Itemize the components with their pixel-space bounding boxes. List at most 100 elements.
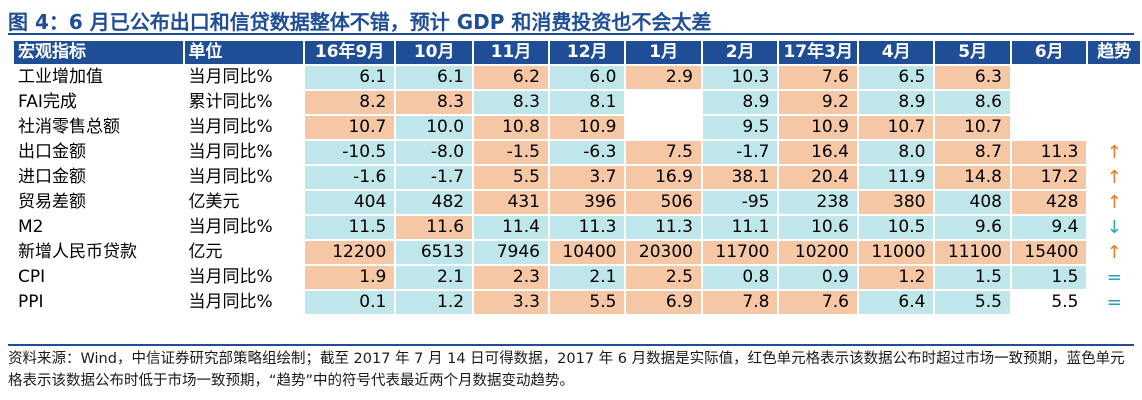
table-row: M2 当月同比% 11.5 11.6 11.4 11.3 11.3 11.1 10.6 10.5 9… <box>14 216 1140 239</box>
column-header: 单位 <box>184 41 303 64</box>
data-cell: 10.5 <box>858 216 934 239</box>
arrow-down-icon: ↓ <box>1106 217 1122 238</box>
indicator-unit: 当月同比% <box>188 292 273 312</box>
data-cell: 5.5 <box>549 291 625 314</box>
data-cell: 8.7 <box>935 141 1010 164</box>
data-cell: 431 <box>474 191 548 214</box>
data-cell: 10400 <box>549 241 625 264</box>
data-cell: 8.1 <box>549 91 625 114</box>
data-cell: 11100 <box>935 241 1010 264</box>
data-cell: -10.5 <box>305 141 395 164</box>
data-cell: 5.5 <box>935 291 1010 314</box>
data-cell: 11.4 <box>474 216 548 239</box>
data-cell: 20.4 <box>779 166 857 189</box>
bottom-rule <box>8 344 1134 346</box>
data-cell: 7.5 <box>626 141 701 164</box>
data-cell: 380 <box>858 191 934 214</box>
data-cell: 9.5 <box>702 116 778 139</box>
column-header: 17年3月 <box>779 41 857 64</box>
data-cell: 10.7 <box>858 116 934 139</box>
data-cell: 0.8 <box>702 266 778 289</box>
data-cell: 5.5 <box>474 166 548 189</box>
arrow-up-icon: ↑ <box>1106 167 1122 188</box>
data-cell: 10.0 <box>396 116 473 139</box>
data-cell: 9.2 <box>779 91 857 114</box>
data-cell: -1.6 <box>305 166 395 189</box>
indicator-unit: 当月同比% <box>188 267 273 287</box>
data-cell: 404 <box>305 191 395 214</box>
data-cell: -6.3 <box>549 141 625 164</box>
data-cell: 10200 <box>779 241 857 264</box>
data-cell: 5.5 <box>1011 291 1087 314</box>
data-cell: 3.7 <box>549 166 625 189</box>
arrow-up-icon: ↑ <box>1106 192 1122 213</box>
indicator-unit: 当月同比% <box>188 117 273 137</box>
data-cell: 11.5 <box>305 216 395 239</box>
data-cell: 8.6 <box>935 91 1010 114</box>
data-cell: 8.9 <box>858 91 934 114</box>
figure-title: 图 4：6 月已公布出口和信贷数据整体不错，预计 GDP 和消费投资也不会太差 <box>8 10 712 34</box>
indicator-name: 工业增加值 <box>18 67 103 87</box>
data-cell: 11.3 <box>1011 141 1087 164</box>
data-cell: 6.4 <box>858 291 934 314</box>
data-cell: 11000 <box>858 241 934 264</box>
data-cell: 3.3 <box>474 291 548 314</box>
data-cell: 408 <box>935 191 1010 214</box>
data-cell: 1.5 <box>935 266 1010 289</box>
data-cell: 11.9 <box>858 166 934 189</box>
data-cell: 396 <box>549 191 625 214</box>
indicator-unit: 当月同比% <box>188 142 273 162</box>
data-cell: 6.5 <box>858 66 934 89</box>
data-cell: 6.9 <box>626 291 701 314</box>
equal-icon: = <box>1106 292 1122 313</box>
data-cell: 11.3 <box>549 216 625 239</box>
data-cell: 0.1 <box>305 291 395 314</box>
equal-icon: = <box>1106 267 1122 288</box>
data-cell <box>1011 116 1087 139</box>
source-footnote: 资料来源：Wind，中信证券研究部策略组绘制；截至 2017 年 7 月 14 … <box>8 351 1125 389</box>
indicator-name: 新增人民币贷款 <box>18 242 137 262</box>
data-cell: -1.7 <box>396 166 473 189</box>
data-cell: 1.2 <box>858 266 934 289</box>
data-cell: 2.5 <box>626 266 701 289</box>
table-header-row: 宏观指标 单位 16年9月 10月 11月 12月 1月 2月 17年3月 4月 5月 6月 趋势 <box>14 41 1140 64</box>
data-cell: 428 <box>1011 191 1087 214</box>
data-cell: 6513 <box>396 241 473 264</box>
indicator-name: CPI <box>18 267 46 287</box>
column-header: 趋势 <box>1088 41 1140 64</box>
column-header: 10月 <box>396 41 473 64</box>
indicator-unit: 亿美元 <box>188 192 240 212</box>
data-cell: 7.6 <box>779 291 857 314</box>
table-row: 工业增加值 当月同比% 6.1 6.1 6.2 6.0 2.9 10.3 7.6 6.5 6.3 <box>14 66 1140 89</box>
indicator-unit: 当月同比% <box>188 217 273 237</box>
arrow-up-icon: ↑ <box>1106 142 1122 163</box>
table-row: CPI 当月同比% 1.9 2.1 2.3 2.1 2.5 0.8 0.9 1.2 1.5 1.5 = <box>14 266 1140 289</box>
column-header: 1月 <box>626 41 701 64</box>
data-cell: -1.7 <box>702 141 778 164</box>
data-cell: 10.9 <box>549 116 625 139</box>
data-cell <box>1011 91 1087 114</box>
trend-cell <box>1088 91 1140 114</box>
indicator-unit: 当月同比% <box>188 167 273 187</box>
data-cell <box>626 116 701 139</box>
column-header: 6月 <box>1011 41 1087 64</box>
data-cell <box>1011 66 1087 89</box>
data-cell: 11.1 <box>702 216 778 239</box>
data-cell: 8.3 <box>474 91 548 114</box>
data-cell: 8.2 <box>305 91 395 114</box>
trend-cell <box>1088 116 1140 139</box>
data-cell: 0.9 <box>779 266 857 289</box>
indicator-name: 出口金额 <box>18 142 86 162</box>
title-rule <box>8 33 1134 35</box>
table-row: 社消零售总额 当月同比% 10.7 10.0 10.8 10.9 9.5 10.9 10.7 10… <box>14 116 1140 139</box>
data-cell: 2.1 <box>396 266 473 289</box>
data-cell: 8.9 <box>702 91 778 114</box>
indicator-name: 贸易差额 <box>18 192 86 212</box>
data-cell: 38.1 <box>702 166 778 189</box>
indicator-name: PPI <box>18 292 44 312</box>
column-header: 12月 <box>549 41 625 64</box>
data-cell: 10.7 <box>935 116 1010 139</box>
column-header: 4月 <box>858 41 934 64</box>
indicator-name: M2 <box>18 217 44 237</box>
data-cell: 11700 <box>702 241 778 264</box>
